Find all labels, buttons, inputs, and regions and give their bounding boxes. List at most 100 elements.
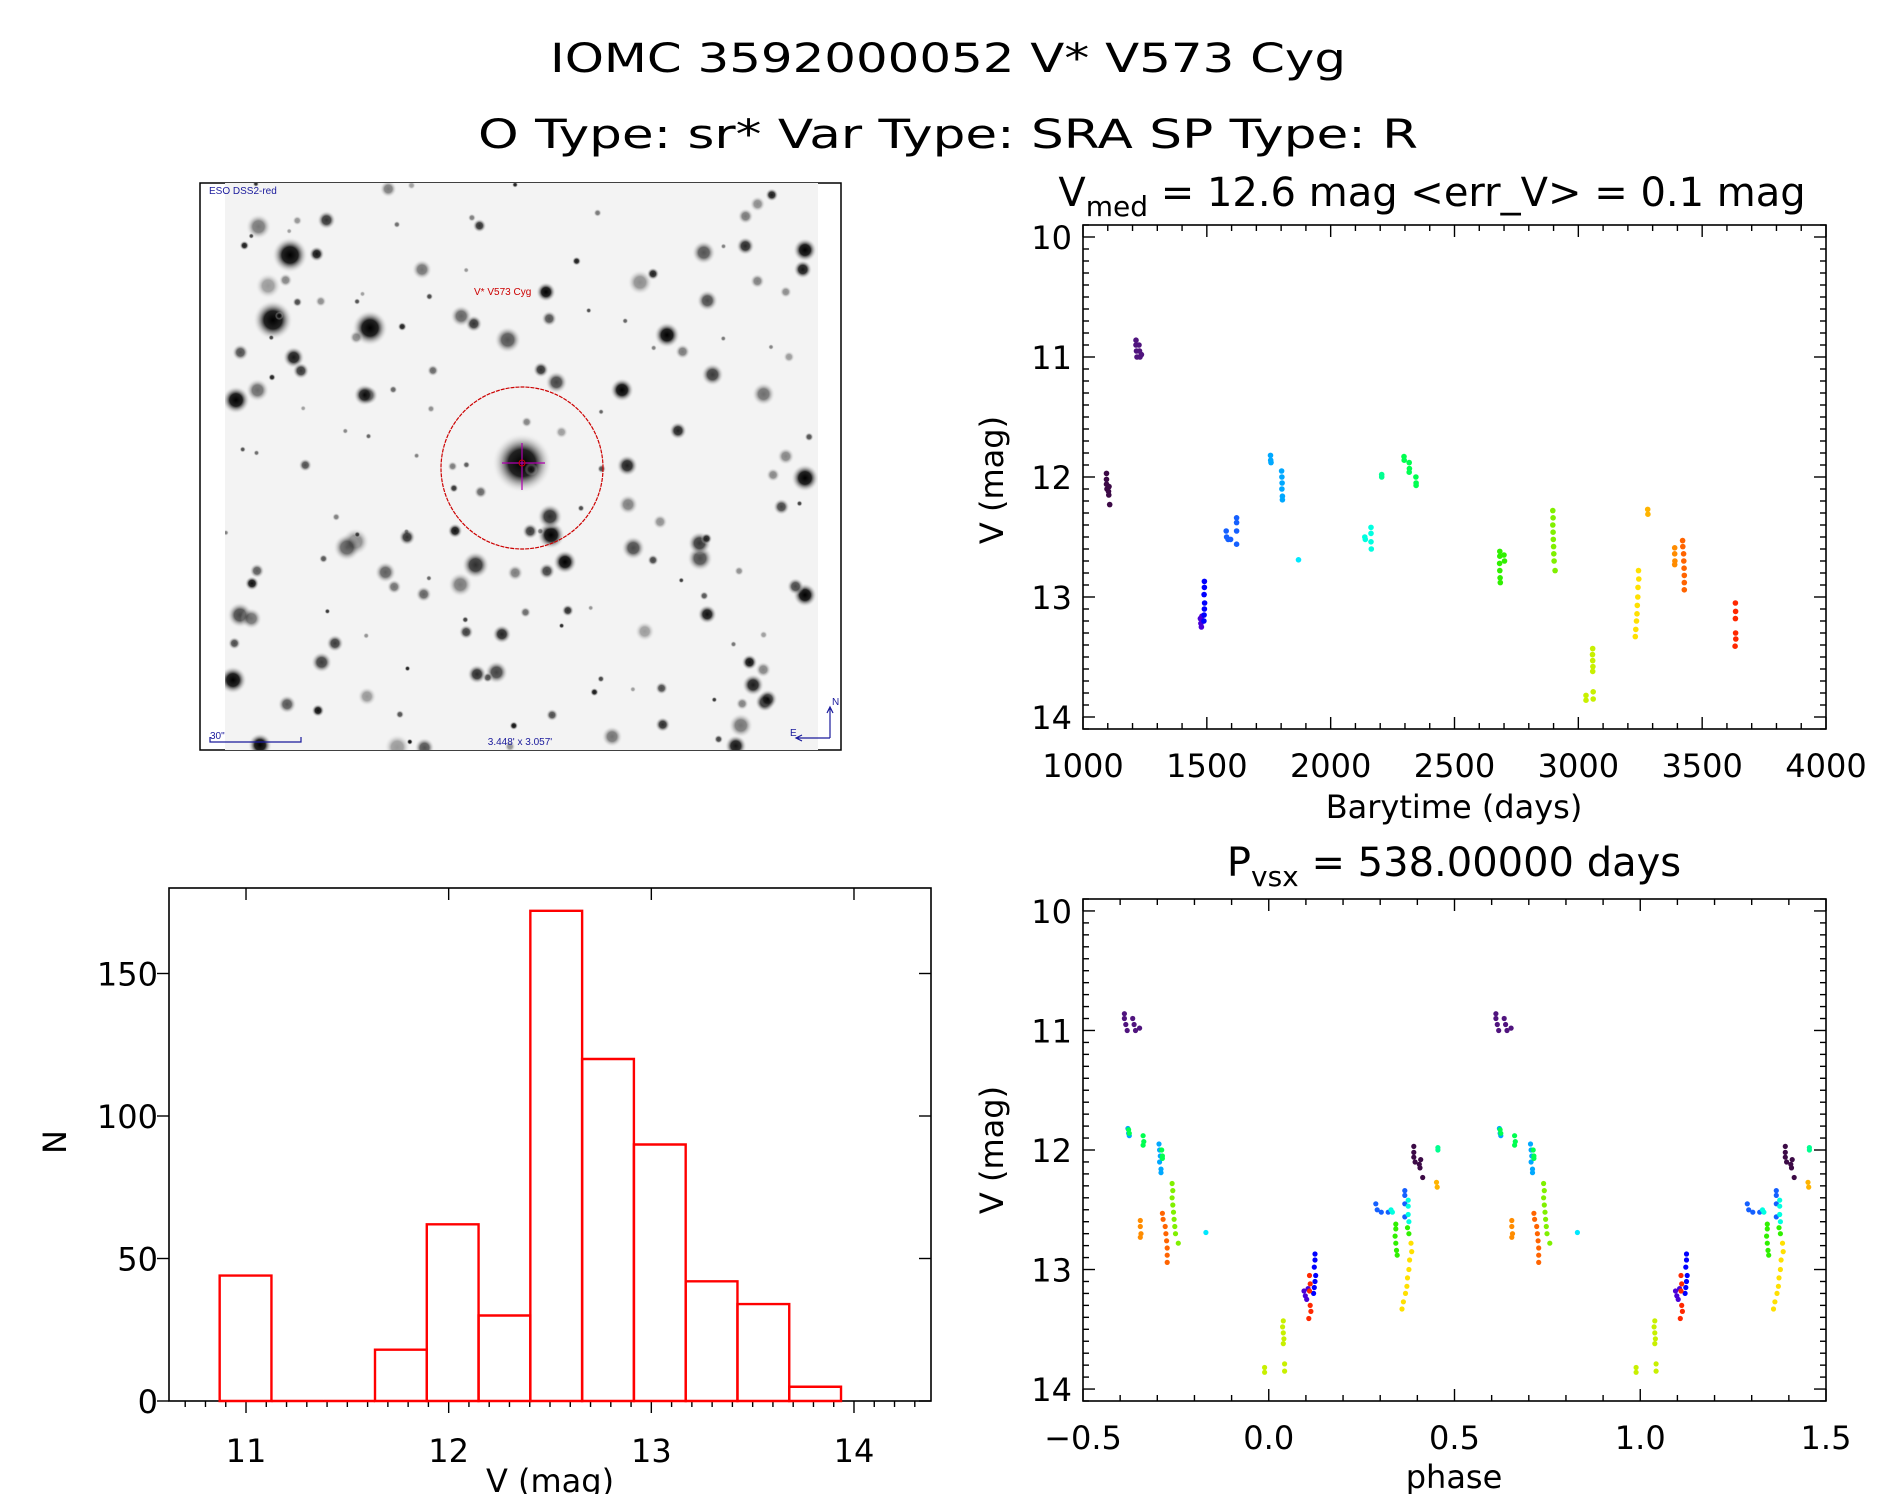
star: [427, 364, 439, 377]
phased-point: [1170, 1202, 1176, 1208]
phased-point: [1675, 1296, 1681, 1302]
lightcurve-point: [1279, 497, 1286, 503]
phased-point: [1683, 1278, 1690, 1285]
phased-point: [1159, 1210, 1165, 1216]
star: [759, 630, 768, 639]
star: [308, 246, 325, 262]
phased-point: [1308, 1308, 1314, 1314]
star: [597, 675, 605, 683]
phased-point: [1683, 1257, 1690, 1263]
phased-point: [1542, 1209, 1548, 1215]
phased-point: [1679, 1281, 1685, 1287]
phased-point: [1172, 1223, 1178, 1230]
star: [701, 363, 724, 386]
phased-point: [1137, 1223, 1143, 1230]
star: [249, 563, 265, 579]
x-tick-label: 2500: [1414, 747, 1495, 785]
phased-point: [1746, 1207, 1752, 1213]
y-tick-label: 0: [138, 1383, 158, 1421]
phased-point: [1156, 1141, 1162, 1147]
phased-point: [1493, 1011, 1499, 1017]
histogram-bar: [684, 1280, 739, 1403]
star: [650, 344, 657, 352]
phased-point: [1528, 1159, 1534, 1165]
phased-point: [1159, 1155, 1165, 1161]
phased-point: [1531, 1155, 1537, 1161]
star: [765, 188, 779, 202]
star: [449, 483, 459, 493]
star: [407, 183, 416, 190]
star: [225, 386, 250, 414]
lightcurve-point: [1501, 552, 1507, 558]
star: [239, 240, 250, 251]
star: [389, 385, 398, 394]
scale-label: 30": [210, 731, 225, 742]
star: [587, 604, 594, 611]
header-title: IOMC 3592000052 V* V573 Cyg: [550, 36, 1346, 82]
star: [749, 196, 766, 212]
star: [691, 240, 716, 265]
phased-point: [1679, 1302, 1685, 1308]
star: [253, 449, 260, 456]
histogram-bar: [373, 1348, 428, 1403]
lightcurve-point: [1279, 486, 1285, 492]
histogram-bar: [788, 1385, 843, 1403]
phased-point: [1301, 1288, 1307, 1294]
phased-point: [1434, 1184, 1440, 1190]
star: [272, 237, 308, 273]
histogram-bar: [736, 1302, 791, 1403]
star: [374, 561, 397, 584]
star: [750, 273, 765, 289]
phased-point: [1393, 1247, 1400, 1253]
star: [734, 566, 744, 576]
phased-point: [1682, 1290, 1688, 1296]
phased-point: [1782, 1149, 1788, 1155]
phased-point: [1280, 1341, 1286, 1347]
lightcurve-point: [1681, 565, 1687, 571]
title-sub: med: [1086, 190, 1148, 223]
plot-frame: [168, 887, 932, 1402]
star: [268, 334, 275, 341]
lightcurve-point: [1103, 476, 1110, 483]
star: [699, 591, 709, 601]
x-tick-label: 1.5: [1801, 1419, 1852, 1457]
star: [458, 624, 474, 640]
phased-point: [1418, 1157, 1424, 1163]
phased-point: [1773, 1192, 1779, 1198]
star: [647, 554, 659, 566]
star: [538, 562, 556, 580]
phased-point: [1805, 1179, 1811, 1185]
star: [572, 256, 582, 266]
star: [450, 305, 473, 328]
star: [777, 447, 795, 465]
phased-point: [1402, 1188, 1408, 1194]
phased-point: [1404, 1275, 1411, 1281]
star: [315, 295, 327, 307]
phased-point: [1435, 1147, 1441, 1153]
star: [521, 416, 533, 428]
phased-point: [1411, 1149, 1417, 1155]
lightcurve-point: [1633, 626, 1639, 633]
lightcurve-point: [1496, 560, 1503, 567]
phased-point: [1409, 1249, 1415, 1255]
star: [461, 551, 490, 579]
phased-point: [1162, 1223, 1168, 1230]
scale-bar: [209, 737, 302, 743]
star: [494, 326, 522, 354]
phased-point: [1262, 1364, 1268, 1371]
header-types: O Type: sr* Var Type: SRA SP Type: R: [478, 112, 1418, 158]
star: [601, 726, 623, 748]
y-axis-label: V (mag): [973, 416, 1011, 544]
star: [277, 694, 297, 714]
lightcurve-point: [1233, 528, 1240, 534]
phased-point: [1777, 1231, 1783, 1237]
lightcurve-point: [1732, 615, 1739, 622]
star: [730, 640, 737, 648]
phased-point: [1262, 1369, 1268, 1375]
phased-point: [1765, 1247, 1771, 1253]
lightcurve-point: [1681, 572, 1688, 579]
lightcurve-point: [1590, 689, 1596, 695]
lightcurve-point: [1201, 578, 1208, 585]
star: [292, 297, 303, 308]
y-tick-label: 14: [1031, 699, 1072, 737]
